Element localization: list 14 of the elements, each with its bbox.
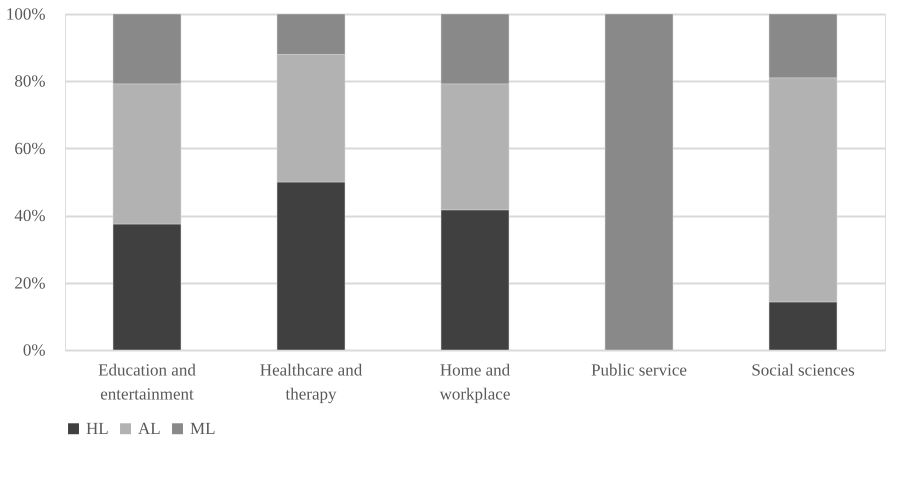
legend-label: AL bbox=[138, 418, 161, 438]
x-tick-label: Home and workplace bbox=[440, 360, 511, 404]
y-tick-label: 20% bbox=[14, 273, 46, 292]
x-tick-label: Healthcare and therapy bbox=[260, 360, 363, 404]
y-tick-label: 0% bbox=[22, 340, 46, 360]
legend-label: HL bbox=[86, 418, 109, 438]
y-tick-label: 100% bbox=[6, 4, 46, 24]
y-tick-label: 60% bbox=[14, 138, 46, 158]
x-tick-label: Social sciences bbox=[751, 360, 855, 380]
x-tick-label: Public service bbox=[591, 360, 687, 380]
x-tick-label: Education and entertainment bbox=[98, 360, 196, 404]
y-tick-label: 40% bbox=[14, 206, 46, 226]
y-tick-label: 80% bbox=[14, 72, 46, 91]
legend-label: ML bbox=[190, 418, 216, 438]
